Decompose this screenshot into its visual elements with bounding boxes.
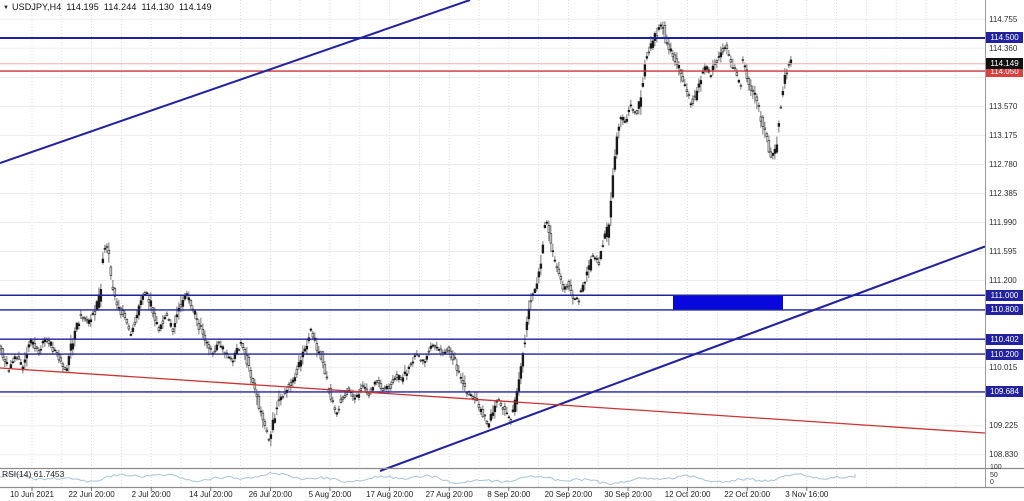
time-axis-label: 27 Aug 20:00 bbox=[425, 490, 473, 499]
channel-lower[interactable] bbox=[379, 245, 986, 472]
resistance-114500-price-box: 114.500 bbox=[986, 32, 1023, 44]
rsi-indicator-label: RSI(14) 61.7453 bbox=[2, 469, 65, 479]
price-axis-tick-label: 114.755 bbox=[989, 14, 1018, 24]
price-axis-tick-label: 111.200 bbox=[989, 276, 1017, 286]
price-axis-tick-label: 113.570 bbox=[989, 101, 1018, 111]
support-111000-price-box: 111.000 bbox=[986, 289, 1023, 301]
time-axis-label: 3 Nov 16:00 bbox=[785, 490, 829, 499]
price-axis-tick-label: 110.015 bbox=[989, 363, 1018, 373]
price-axis-tick-label: 112.385 bbox=[989, 188, 1018, 198]
blue-zone-rectangle[interactable] bbox=[673, 295, 783, 310]
red-level-114050-price-box: 114.050 bbox=[986, 65, 1023, 77]
price-axis-tick-label: 111.595 bbox=[989, 247, 1017, 257]
candles bbox=[0, 21, 793, 447]
collapse-icon[interactable]: ▼ bbox=[3, 5, 10, 11]
price-axis-tick-label: 114.360 bbox=[989, 43, 1018, 53]
rsi-scale-label: 100 bbox=[990, 464, 1002, 471]
price-axis-tick-label: 113.175 bbox=[989, 130, 1018, 140]
ohlc-close: 114.149 bbox=[179, 2, 212, 12]
rsi-line bbox=[0, 472, 856, 485]
channel-upper[interactable] bbox=[0, 0, 471, 164]
ohlc-low: 114.130 bbox=[141, 2, 175, 12]
time-axis-label: 22 Jun 20:00 bbox=[68, 490, 115, 499]
price-axis-tick-label: 111.990 bbox=[989, 217, 1017, 227]
ohlc-open: 114.195 bbox=[66, 2, 99, 12]
price-axis-tick-label: 112.780 bbox=[989, 159, 1018, 169]
bid-price-line-price-box: 114.149 bbox=[986, 58, 1023, 70]
support-110402-price-box: 110.402 bbox=[986, 333, 1023, 345]
time-axis-label: 2 Jul 20:00 bbox=[131, 490, 171, 499]
support-110200-price-box: 110.200 bbox=[986, 348, 1023, 360]
price-axis-tick-label: 108.830 bbox=[989, 450, 1018, 460]
time-axis-label: 26 Jul 20:00 bbox=[248, 490, 293, 499]
symbol-period-label: USDJPY,H4 bbox=[12, 2, 62, 12]
time-axis-label: 10 Jun 2021 bbox=[9, 490, 55, 499]
support-110800-price-box: 110.800 bbox=[986, 304, 1023, 316]
support-109684-price-box: 109.684 bbox=[986, 386, 1023, 398]
time-axis-label: 5 Aug 20:00 bbox=[308, 490, 352, 499]
descending-red-trendline[interactable] bbox=[0, 367, 986, 434]
time-axis-label: 17 Aug 20:00 bbox=[366, 490, 414, 499]
price-axis-tick-label: 109.225 bbox=[989, 421, 1018, 431]
time-axis-label: 12 Oct 20:00 bbox=[664, 490, 711, 499]
chart-title: ▼ USDJPY,H4 114.195 114.244 114.130 114.149 bbox=[3, 2, 217, 12]
time-axis-label: 30 Sep 20:00 bbox=[604, 490, 652, 499]
time-axis-label: 8 Sep 20:00 bbox=[487, 490, 531, 499]
rsi-scale-label: 0 bbox=[990, 479, 994, 486]
ohlc-high: 114.244 bbox=[103, 2, 137, 12]
rsi-scale-label: 50 bbox=[990, 471, 998, 479]
time-axis-label: 20 Sep 20:00 bbox=[544, 490, 593, 499]
time-axis-label: 14 Jul 20:00 bbox=[189, 490, 233, 499]
time-axis-label: 22 Oct 20:00 bbox=[724, 490, 771, 499]
